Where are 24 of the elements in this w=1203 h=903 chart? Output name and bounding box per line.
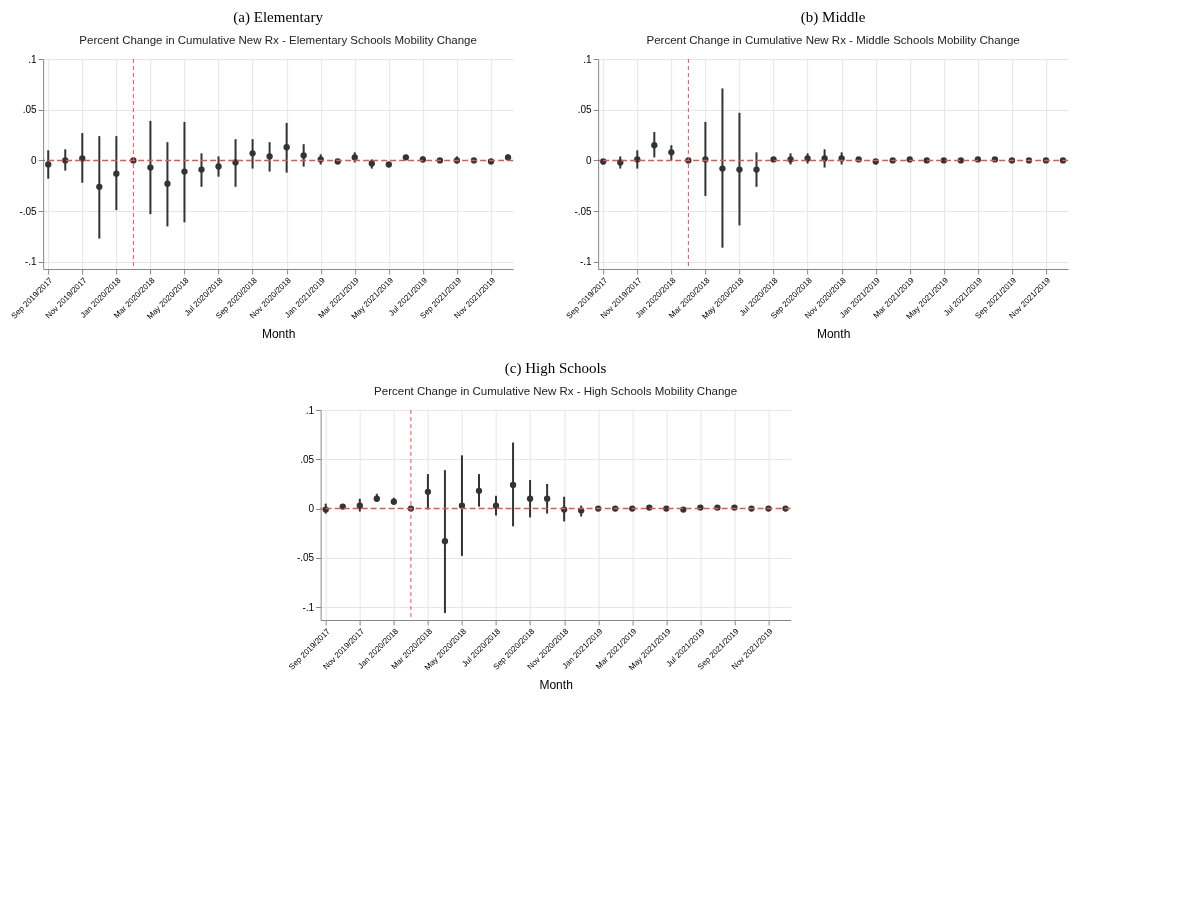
y-tick-label: -.05 <box>19 205 38 217</box>
y-tick-label: 0 <box>308 503 315 515</box>
y-tick-label: -.1 <box>24 256 38 268</box>
y-tick-label: .1 <box>583 53 593 65</box>
y-tick-label: .05 <box>577 104 593 116</box>
chart-subtitle: Percent Change in Cumulative New Rx - Middle Schools Mobility Change <box>646 33 1020 46</box>
y-tick-label: -.1 <box>302 601 315 613</box>
chart-title: (a) Elementary <box>233 8 324 26</box>
y-tick-label: 0 <box>31 154 38 166</box>
y-tick-label: -.05 <box>574 205 593 217</box>
y-tick-label: .1 <box>28 53 38 65</box>
x-axis-title: Month <box>539 678 573 693</box>
y-tick-label: 0 <box>586 154 593 166</box>
y-tick-label: .05 <box>22 104 38 116</box>
chart-title: (b) Middle <box>800 8 866 26</box>
y-tick-label: .05 <box>300 453 315 465</box>
chart-title: (c) High Schools <box>504 359 607 377</box>
y-tick-label: -.1 <box>579 256 593 268</box>
chart-subtitle: Percent Change in Cumulative New Rx - Elementary Schools Mobility Change <box>79 33 477 46</box>
y-tick-label: .1 <box>305 404 315 416</box>
x-axis-title: Month <box>261 327 296 342</box>
y-tick-label: -.05 <box>296 552 315 564</box>
x-axis-title: Month <box>816 327 851 342</box>
chart-subtitle: Percent Change in Cumulative New Rx - High Schools Mobility Change <box>374 384 738 397</box>
